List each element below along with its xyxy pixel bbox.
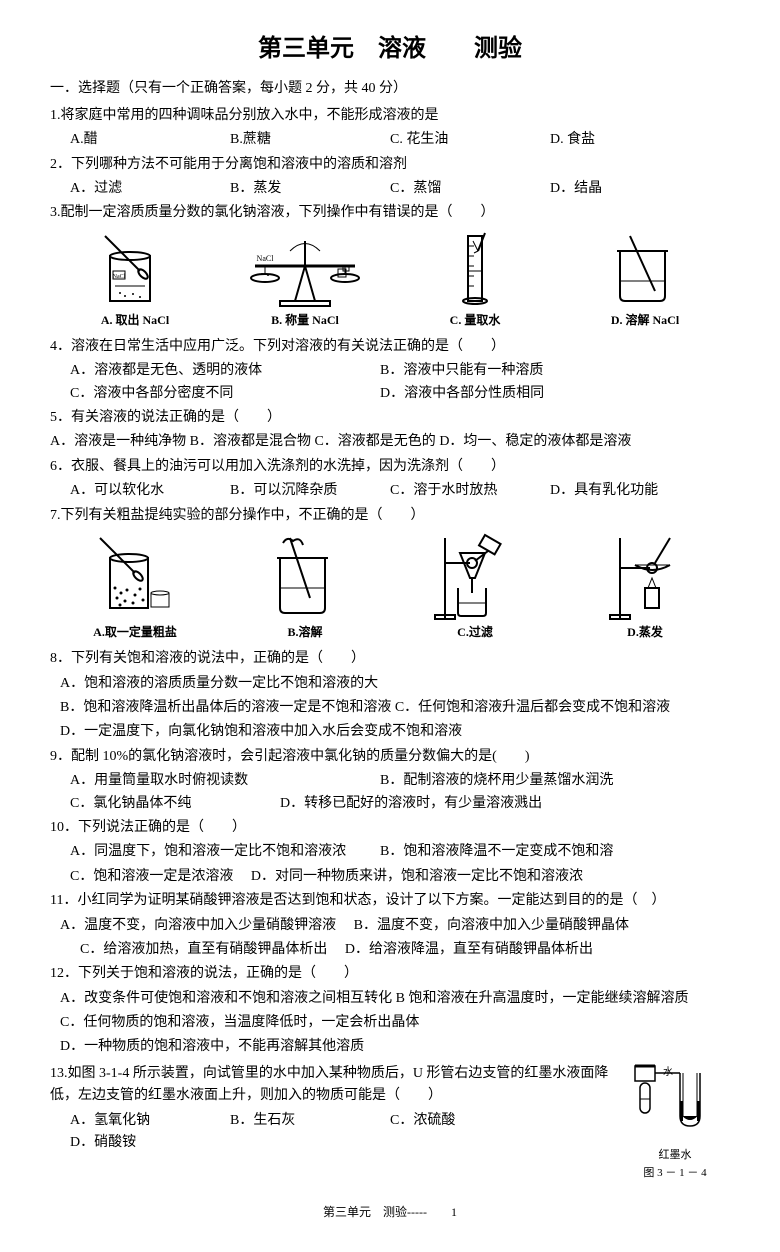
q9-stem: 9．配制 10%的氯化钠溶液时，会引起溶液中氯化钠的质量分数偏大的是( )	[50, 746, 730, 768]
q12-stem: 12．下列关于饱和溶液的说法，正确的是（ ）	[50, 963, 730, 985]
q2-opt-d: D．结晶	[550, 178, 700, 200]
q3-cap-d: D. 溶解 NaCl	[560, 311, 730, 330]
q6-opt-c: C．溶于水时放热	[390, 480, 540, 502]
q3-cap-c: C. 量取水	[390, 311, 560, 330]
q7-figures: A.取一定量粗盐 B.溶解 C.过滤	[50, 533, 730, 642]
q1-opt-b: B.蔗糖	[230, 129, 380, 151]
q5-opt-b: B．溶液都是混合物	[190, 434, 311, 449]
q6-stem: 6．衣服、餐具上的油污可以用加入洗涤剂的水洗掉，因为洗涤剂（ ）	[50, 456, 730, 478]
q9-opt-a: A．用量筒量取水时俯视读数	[70, 770, 370, 792]
q10-opt-c: C．饱和溶液一定是浓溶液	[70, 869, 233, 884]
q2-opt-b: B．蒸发	[230, 178, 380, 200]
q7-cap-b: B.溶解	[220, 623, 390, 642]
q10-opt-a: A．同温度下，饱和溶液一定比不饱和溶液浓	[70, 841, 370, 863]
q7-cap-a: A.取一定量粗盐	[50, 623, 220, 642]
q13-stem: 13.如图 3-1-4 所示装置，向试管里的水中加入某种物质后，U 形管右边支管…	[50, 1063, 620, 1108]
q12-opt-d: D．一种物质的饱和溶液中，不能再溶解其他溶质	[60, 1036, 730, 1058]
q1-opt-d: D. 食盐	[550, 129, 700, 151]
q13-fig-ink-label: 红墨水	[620, 1147, 730, 1165]
q11-stem: 11．小红同学为证明某硝酸钾溶液是否达到饱和状态，设计了以下方案。一定能达到目的…	[50, 890, 730, 912]
q2-opt-c: C．蒸馏	[390, 178, 540, 200]
q5-opt-a: A．溶液是一种纯净物	[50, 434, 186, 449]
q8-opt-a: A．饱和溶液的溶质质量分数一定比不饱和溶液的大	[60, 673, 730, 695]
q7-cap-d: D.蒸发	[560, 623, 730, 642]
q13-opt-c: C．浓硫酸	[390, 1110, 540, 1132]
q3-stem: 3.配制一定溶质质量分数的氯化钠溶液，下列操作中有错误的是（ ）	[50, 202, 730, 224]
q12-opt-a: A．改变条件可使饱和溶液和不饱和溶液之间相互转化	[60, 991, 392, 1006]
q12-opt-c: C．任何物质的饱和溶液，当温度降低时，一定会析出晶体	[60, 1012, 730, 1034]
q11-opt-b: B．温度不变，向溶液中加入少量硝酸钾晶体	[354, 918, 629, 933]
q7-fig-b-dissolve-icon	[265, 533, 345, 623]
page-title: 第三单元 溶液 测验	[50, 30, 730, 68]
q4-opt-c: C．溶液中各部分密度不同	[70, 383, 370, 405]
q2-opt-a: A．过滤	[70, 178, 220, 200]
q8-opt-b: B．饱和溶液降温析出晶体后的溶液一定是不饱和溶液	[60, 700, 391, 715]
q13-apparatus-icon: 水	[625, 1061, 725, 1141]
q1-opt-a: A.醋	[70, 129, 220, 151]
q7-fig-d-evaporate-icon	[600, 533, 690, 623]
q7-fig-a-jar-icon	[95, 533, 175, 623]
q5-opt-c: C．溶液都是无色的	[314, 434, 435, 449]
q5-opt-d: D．均一、稳定的液体都是溶液	[439, 434, 631, 449]
q13-fig-caption: 图 3 － 1 － 4	[620, 1165, 730, 1183]
q1-stem: 1.将家庭中常用的四种调味品分别放入水中，不能形成溶液的是	[50, 105, 730, 127]
svg-text:水: 水	[663, 1066, 673, 1078]
q7-fig-c-filter-icon	[430, 533, 520, 623]
q11-opt-c: C．给溶液加热，直至有硝酸钾晶体析出	[80, 942, 327, 957]
q7-stem: 7.下列有关粗盐提纯实验的部分操作中，不正确的是（ ）	[50, 505, 730, 527]
q6-opt-b: B．可以沉降杂质	[230, 480, 380, 502]
q11-opt-a: A．温度不变，向溶液中加入少量硝酸钾溶液	[60, 918, 336, 933]
q4-opt-a: A．溶液都是无色、透明的液体	[70, 360, 370, 382]
q10-opt-d: D．对同一种物质来讲，饱和溶液一定比不饱和溶液浓	[251, 869, 583, 884]
svg-text:NaCl: NaCl	[257, 254, 275, 263]
q11-opt-d: D．给溶液降温，直至有硝酸钾晶体析出	[345, 942, 593, 957]
q4-stem: 4．溶液在日常生活中应用广泛。下列对溶液的有关说法正确的是（ ）	[50, 336, 730, 358]
q4-opt-b: B．溶液中只能有一种溶质	[380, 360, 680, 382]
q8-opt-d: D．一定温度下，向氯化钠饱和溶液中加入水后会变成不饱和溶液	[60, 721, 730, 743]
q3-cap-b: B. 称量 NaCl	[220, 311, 390, 330]
q13-opt-a: A．氢氧化钠	[70, 1110, 220, 1132]
q9-opt-b: B．配制溶液的烧杯用少量蒸馏水润洗	[380, 770, 680, 792]
q6-opt-a: A．可以软化水	[70, 480, 220, 502]
page-footer: 第三单元 测验----- 1	[50, 1203, 730, 1222]
q9-opt-d: D．转移已配好的溶液时，有少量溶液溅出	[280, 793, 580, 815]
q9-opt-c: C．氯化钠晶体不纯	[70, 793, 270, 815]
q13-opt-b: B．生石灰	[230, 1110, 380, 1132]
svg-text:NaCl: NaCl	[113, 274, 126, 280]
q10-stem: 10．下列说法正确的是（ ）	[50, 817, 730, 839]
q6-opt-d: D．具有乳化功能	[550, 480, 700, 502]
q3-figures: NaCl A. 取出 NaCl NaCl B. 称量 NaCl	[50, 231, 730, 330]
q8-opt-c: C．任何饱和溶液升温后都会变成不饱和溶液	[395, 700, 670, 715]
q3-fig-c-cylinder-icon	[450, 231, 500, 311]
q4-opt-d: D．溶液中各部分性质相同	[380, 383, 680, 405]
q1-opt-c: C. 花生油	[390, 129, 540, 151]
q5-stem: 5．有关溶液的说法正确的是（ ）	[50, 407, 730, 429]
q3-cap-a: A. 取出 NaCl	[50, 311, 220, 330]
q10-opt-b: B．饱和溶液降温不一定变成不饱和溶	[380, 841, 680, 863]
q12-opt-b: B 饱和溶液在升高温度时，一定能继续溶解溶质	[396, 991, 689, 1006]
q2-stem: 2．下列哪种方法不可能用于分离饱和溶液中的溶质和溶剂	[50, 154, 730, 176]
q3-fig-d-beaker-icon	[605, 231, 685, 311]
q8-stem: 8．下列有关饱和溶液的说法中，正确的是（ ）	[50, 648, 730, 670]
q3-fig-b-balance-icon: NaCl	[240, 231, 370, 311]
q13-opt-d: D．硝酸铵	[70, 1132, 220, 1154]
q7-cap-c: C.过滤	[390, 623, 560, 642]
section-header: 一．选择题（只有一个正确答案，每小题 2 分，共 40 分）	[50, 78, 730, 100]
q3-fig-a-bottle-icon: NaCl	[95, 231, 175, 311]
